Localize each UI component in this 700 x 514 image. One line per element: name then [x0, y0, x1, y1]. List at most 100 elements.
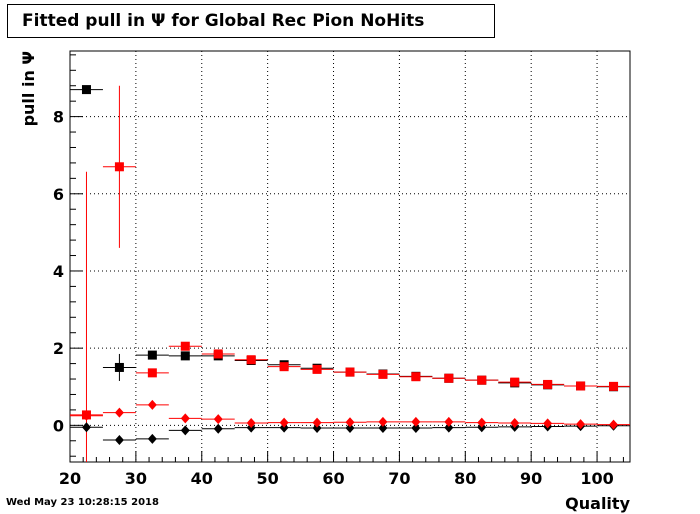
data-point	[135, 350, 169, 360]
square-marker	[312, 364, 322, 374]
square-marker	[81, 85, 91, 95]
data-point	[300, 417, 334, 428]
data-point	[399, 423, 433, 434]
diamond-marker	[180, 425, 190, 436]
diamond-marker	[378, 416, 388, 427]
diamond-marker	[444, 422, 454, 433]
square-marker	[180, 341, 190, 351]
x-tick-label: 30	[125, 469, 147, 488]
square-marker	[609, 381, 619, 391]
diamond-marker	[147, 399, 157, 410]
y-tick-label: 8	[53, 108, 64, 127]
square-marker	[279, 362, 289, 372]
diamond-marker	[312, 417, 322, 428]
x-tick-label: 40	[191, 469, 213, 488]
diamond-marker	[378, 423, 388, 434]
data-point	[432, 416, 466, 427]
data-point	[366, 416, 400, 427]
data-point	[102, 353, 136, 381]
data-point	[432, 373, 466, 383]
data-point	[102, 435, 136, 446]
chart-title: Fitted pull in Ψ for Global Rec Pion NoH…	[22, 11, 425, 31]
data-point	[135, 433, 169, 444]
data-point	[564, 419, 598, 430]
data-point	[465, 375, 499, 385]
diamond-marker	[246, 418, 256, 429]
data-point	[102, 85, 136, 248]
data-point	[366, 423, 400, 434]
diamond-marker	[213, 414, 223, 425]
square-marker	[345, 367, 355, 377]
data-point	[300, 364, 334, 374]
x-tick-label: 90	[520, 469, 542, 488]
diamond-marker	[213, 423, 223, 434]
axis-ticks: 20 30 40 50 60 70 80 90 100 0 2 4 6 8	[53, 54, 624, 488]
data-point	[531, 379, 565, 389]
data-point	[102, 407, 136, 418]
data-marks	[70, 85, 630, 462]
diamond-marker	[477, 417, 487, 428]
data-point	[267, 417, 301, 428]
diamond-marker	[444, 416, 454, 427]
data-point	[201, 349, 235, 359]
x-tick-label: 20	[59, 469, 81, 488]
square-marker	[444, 373, 454, 383]
diamond-marker	[81, 410, 91, 421]
data-point	[498, 377, 532, 387]
square-marker	[147, 368, 157, 378]
diamond-marker	[180, 413, 190, 424]
square-marker	[510, 377, 520, 387]
diamond-marker	[279, 417, 289, 428]
data-point	[267, 422, 301, 433]
data-point	[432, 422, 466, 433]
data-point	[465, 417, 499, 428]
x-tick-label: 50	[257, 469, 279, 488]
data-point	[168, 341, 202, 351]
y-tick-label: 4	[53, 262, 64, 281]
data-point	[399, 372, 433, 382]
diamond-marker	[543, 418, 553, 429]
diamond-marker	[411, 423, 421, 434]
square-marker	[246, 355, 256, 365]
y-tick-label: 2	[53, 339, 64, 358]
diamond-marker	[609, 419, 619, 430]
timestamp-footer: Wed May 23 10:28:15 2018	[6, 497, 159, 508]
data-point	[564, 381, 598, 391]
diamond-marker	[312, 423, 322, 434]
diamond-marker	[114, 435, 124, 446]
diamond-marker	[345, 417, 355, 428]
square-marker	[576, 381, 586, 391]
diamond-marker	[114, 407, 124, 418]
y-axis-label: pull in Ψ	[19, 51, 38, 126]
chart-title-box: Fitted pull in Ψ for Global Rec Pion NoH…	[7, 4, 495, 38]
diamond-marker	[345, 423, 355, 434]
square-marker	[411, 372, 421, 382]
diamond-marker	[147, 433, 157, 444]
data-point	[70, 85, 103, 95]
square-marker	[477, 375, 487, 385]
data-point	[333, 417, 367, 428]
y-tick-label: 0	[53, 416, 64, 435]
diamond-marker	[81, 422, 91, 433]
data-point	[168, 413, 202, 424]
data-point	[135, 368, 169, 378]
x-tick-label: 80	[454, 469, 476, 488]
data-point	[201, 423, 235, 434]
data-point	[70, 410, 103, 421]
data-point	[333, 423, 367, 434]
diamond-marker	[411, 416, 421, 427]
diamond-marker	[510, 418, 520, 429]
y-tick-label: 6	[53, 185, 64, 204]
data-point	[597, 419, 630, 430]
data-point	[531, 418, 565, 429]
square-marker	[180, 351, 190, 361]
grid	[70, 51, 630, 462]
data-point	[498, 418, 532, 429]
data-point	[300, 423, 334, 434]
data-point	[168, 425, 202, 436]
data-point	[267, 362, 301, 372]
x-tick-label: 70	[388, 469, 410, 488]
data-point	[234, 418, 268, 429]
plot-frame	[69, 50, 631, 463]
